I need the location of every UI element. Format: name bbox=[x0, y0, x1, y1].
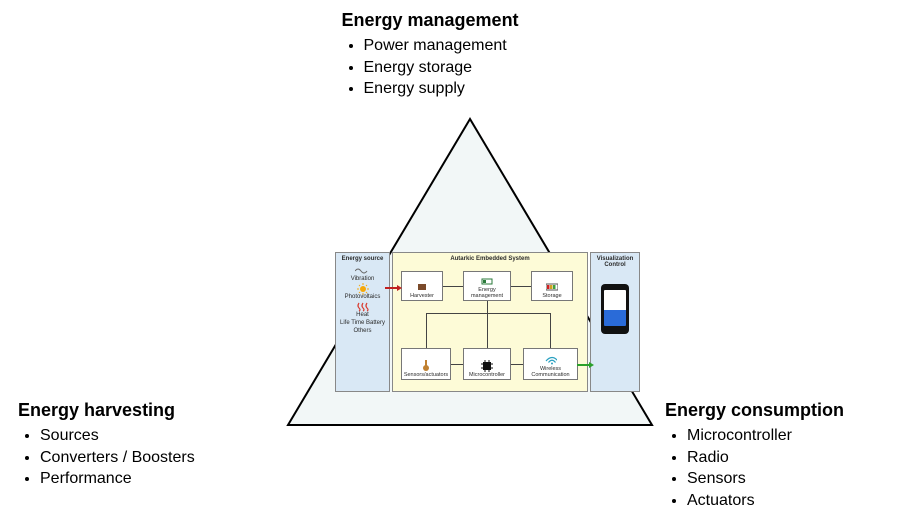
node-energy-management: Energy management bbox=[463, 271, 511, 301]
corner-left-list: Sources Converters / Boosters Performanc… bbox=[18, 425, 278, 490]
arrow-down-left bbox=[426, 313, 427, 348]
corner-top: Energy management Power management Energ… bbox=[342, 10, 562, 100]
arrow-mcu-to-wireless bbox=[511, 364, 523, 365]
source-label: Vibration bbox=[351, 276, 375, 282]
arrow-sensor-to-mcu bbox=[451, 364, 463, 365]
node-label: Wireless Communication bbox=[525, 366, 576, 378]
energy-mgmt-icon bbox=[481, 276, 493, 286]
panel-energy-source: Energy source Vibration Photovoltaics He… bbox=[335, 252, 390, 392]
panel-visualization: Visualization Control bbox=[590, 252, 640, 392]
node-label: Storage bbox=[542, 293, 561, 299]
arrow-harvester-to-mgmt bbox=[443, 286, 463, 287]
source-vibration: Vibration bbox=[351, 266, 375, 282]
list-item: Microcontroller bbox=[687, 425, 885, 447]
source-battery: Life Time Battery bbox=[340, 320, 385, 326]
arrow-mgmt-to-storage bbox=[511, 286, 531, 287]
arrow-output-green-head bbox=[589, 362, 594, 368]
arrow-bus bbox=[426, 313, 551, 314]
panel-visualization-title: Visualization Control bbox=[593, 256, 637, 268]
list-item: Sensors bbox=[687, 468, 885, 490]
node-storage: Storage bbox=[531, 271, 573, 301]
panel-autarkic-system: Autarkic Embedded System Harvester Energ… bbox=[392, 252, 588, 392]
list-item: Radio bbox=[687, 447, 885, 469]
corner-left-title: Energy harvesting bbox=[18, 400, 278, 421]
list-item: Energy supply bbox=[364, 78, 562, 100]
node-label: Harvester bbox=[410, 293, 434, 299]
corner-top-title: Energy management bbox=[342, 10, 562, 31]
source-label: Heat bbox=[356, 312, 369, 318]
source-heat: Heat bbox=[356, 302, 370, 318]
corner-left: Energy harvesting Sources Converters / B… bbox=[18, 400, 278, 490]
smartphone-icon bbox=[601, 284, 629, 334]
chip-icon bbox=[481, 361, 493, 371]
list-item: Actuators bbox=[687, 490, 885, 512]
arrow-input-red-head bbox=[397, 285, 402, 291]
node-label: Sensors/actuators bbox=[404, 372, 448, 378]
sun-icon bbox=[356, 284, 370, 294]
center-diagram: Energy source Vibration Photovoltaics He… bbox=[335, 252, 640, 392]
list-item: Sources bbox=[40, 425, 278, 447]
corner-right-title: Energy consumption bbox=[665, 400, 885, 421]
harvester-icon bbox=[416, 282, 428, 292]
list-item: Performance bbox=[40, 468, 278, 490]
corner-right: Energy consumption Microcontroller Radio… bbox=[665, 400, 885, 511]
node-label: Microcontroller bbox=[469, 372, 505, 378]
sensor-icon bbox=[420, 361, 432, 371]
wifi-icon bbox=[545, 355, 557, 365]
panel-autarkic-title: Autarkic Embedded System bbox=[395, 256, 585, 262]
list-item: Converters / Boosters bbox=[40, 447, 278, 469]
node-label: Energy management bbox=[465, 287, 509, 299]
source-photovoltaics: Photovoltaics bbox=[345, 284, 381, 300]
node-wireless: Wireless Communication bbox=[523, 348, 578, 380]
list-item: Energy storage bbox=[364, 57, 562, 79]
list-item: Power management bbox=[364, 35, 562, 57]
panel-energy-source-title: Energy source bbox=[338, 256, 387, 262]
arrow-down-right bbox=[550, 313, 551, 348]
source-label: Life Time Battery bbox=[340, 320, 385, 326]
source-label: Photovoltaics bbox=[345, 294, 381, 300]
node-sensors-actuators: Sensors/actuators bbox=[401, 348, 451, 380]
vibration-icon bbox=[355, 266, 369, 276]
heat-icon bbox=[356, 302, 370, 312]
corner-right-list: Microcontroller Radio Sensors Actuators bbox=[665, 425, 885, 511]
source-label: Others bbox=[353, 328, 371, 334]
node-harvester: Harvester bbox=[401, 271, 443, 301]
node-microcontroller: Microcontroller bbox=[463, 348, 511, 380]
corner-top-list: Power management Energy storage Energy s… bbox=[342, 35, 562, 100]
source-others: Others bbox=[353, 328, 371, 334]
arrow-mgmt-to-mcu bbox=[487, 301, 488, 348]
battery-icon bbox=[546, 282, 558, 292]
